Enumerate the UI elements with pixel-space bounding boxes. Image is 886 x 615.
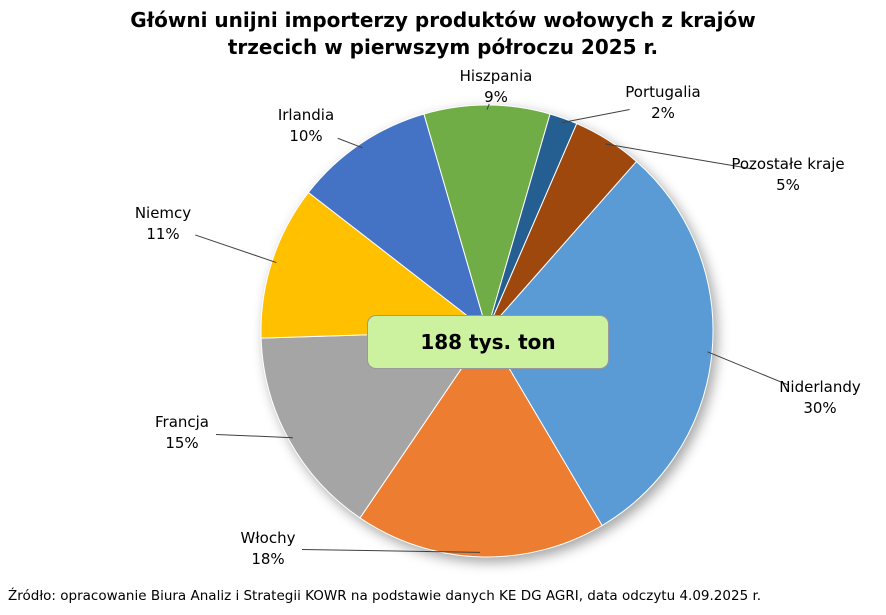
leader-line-francja — [215, 433, 293, 439]
slice-label-irlandia: Irlandia 10% — [278, 106, 334, 145]
slice-label-włochy: Włochy 18% — [241, 529, 296, 568]
chart-title-line1: Główni unijni importerzy produktów wołow… — [130, 8, 756, 32]
slice-label-hiszpania: Hiszpania 9% — [460, 67, 533, 106]
slice-label-pozostałe-kraje: Pozostałe kraje 5% — [731, 155, 844, 194]
pie-slice-irlandia — [307, 113, 488, 333]
slice-label-niderlandy: Niderlandy 30% — [779, 378, 861, 417]
pie-slice-pozostałe-kraje — [486, 122, 638, 332]
pie-slice-włochy — [359, 330, 603, 558]
leader-lines — [195, 103, 789, 553]
leader-line-niderlandy — [707, 351, 789, 386]
pie-slice-hiszpania — [423, 104, 551, 333]
leader-line-pozostałe-kraje — [605, 143, 755, 170]
slice-label-francja: Francja 15% — [155, 413, 209, 452]
pie-slice-francja — [260, 330, 488, 519]
leader-line-niemcy — [195, 234, 277, 264]
chart-title-line2: trzecich w pierwszym półroczu 2025 r. — [227, 35, 659, 59]
source-note: Źródło: opracowanie Biura Analiz i Strat… — [8, 588, 762, 604]
total-label: 188 tys. ton — [367, 315, 609, 369]
leader-line-irlandia — [337, 137, 363, 149]
slice-labels: Niderlandy 30% Włochy 18% Francja 15% Niemcy 11… — [135, 67, 861, 568]
leader-line-hiszpania — [486, 103, 490, 110]
chart-title: Główni unijni importerzy produktów wołow… — [0, 7, 886, 61]
leader-line-włochy — [301, 549, 481, 553]
leader-line-portugalia — [561, 108, 630, 124]
slice-label-niemcy: Niemcy 11% — [135, 204, 191, 243]
slice-label-portugalia: Portugalia 2% — [625, 83, 700, 122]
